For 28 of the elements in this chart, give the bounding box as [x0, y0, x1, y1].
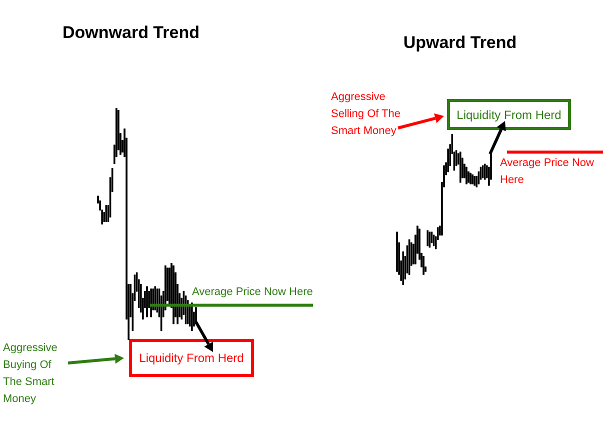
candlestick	[408, 239, 410, 275]
chart-title: Downward Trend	[62, 22, 200, 43]
candlestick	[466, 166, 468, 184]
ref-line-label: Average Price Now Here	[192, 285, 314, 300]
candlestick	[430, 232, 433, 244]
candlestick	[472, 174, 474, 184]
candlestick	[484, 164, 486, 180]
candlestick	[482, 165, 484, 178]
chart-title: Upward Trend	[402, 32, 518, 53]
candlestick	[402, 251, 404, 285]
candlestick	[428, 232, 431, 248]
ref-line-label: Average Price Now Here	[500, 156, 595, 188]
candlestick	[478, 171, 480, 184]
annotation: Aggressive Selling Of The Smart Money	[331, 90, 401, 139]
candlestick	[455, 150, 458, 166]
candlestick	[422, 256, 424, 275]
text: Liquidity From Herd	[447, 99, 571, 130]
candlestick	[470, 172, 472, 184]
text: Liquidity From Herd	[129, 339, 254, 377]
candlestick	[474, 176, 476, 186]
candlestick	[480, 166, 482, 180]
candlestick	[172, 265, 174, 324]
candlestick	[396, 232, 398, 272]
candlestick	[195, 307, 197, 324]
candlestick	[432, 234, 435, 246]
candlestick	[146, 286, 148, 318]
text: Aggressive Buying Of The Smart Money	[3, 341, 58, 407]
candlestick	[468, 171, 470, 183]
